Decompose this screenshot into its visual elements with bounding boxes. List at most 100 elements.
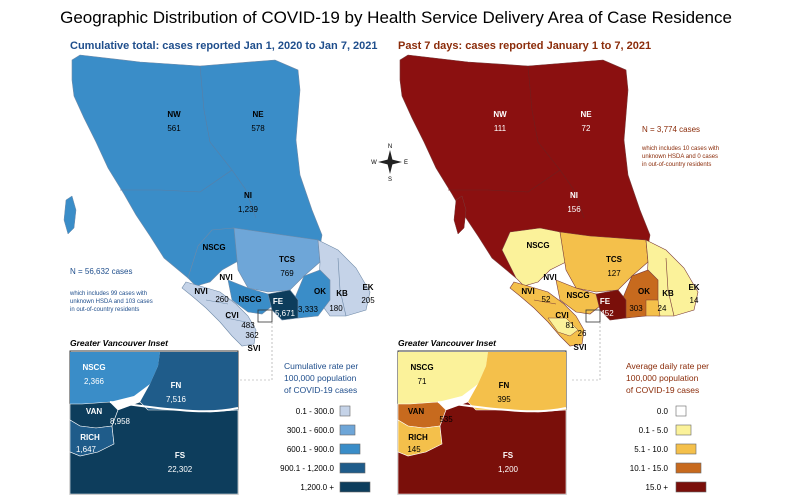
right-label-tcs: TCS: [606, 255, 623, 264]
right-inset-label-fn: FN: [499, 381, 510, 390]
left-legend-label-4: 1,200.0 +: [300, 483, 334, 492]
left-value-ok: 3,333: [298, 305, 319, 314]
left-inset-value-van: 8,958: [110, 417, 131, 426]
compass-s: S: [388, 177, 392, 183]
right-legend-title-1: Average daily rate per: [626, 361, 709, 371]
left-inset-title: Greater Vancouver Inset: [70, 338, 169, 348]
right-region-cvi: [547, 317, 579, 337]
left-label-kb: KB: [336, 289, 348, 298]
page-title: Geographic Distribution of COVID-19 by H…: [60, 8, 732, 27]
right-legend-title-3: of COVID-19 cases: [626, 385, 699, 395]
left-inset-value-rich: 1,647: [76, 445, 97, 454]
left-legend-label-3: 900.1 - 1,200.0: [280, 464, 334, 473]
right-value-cvi: 81: [566, 321, 575, 330]
left-legend-swatch-1: [339, 424, 356, 436]
right-value-svi: 26: [578, 329, 587, 338]
right-inset-label-nscg: NSCG: [410, 363, 433, 372]
right-inset-label-fs: FS: [503, 451, 514, 460]
left-label-nvi: NVI: [219, 273, 232, 282]
left-legend-swatch-3: [339, 462, 366, 474]
left-label-cvi: CVI: [225, 311, 238, 320]
compass-e: E: [404, 160, 408, 166]
right-value-fe: 452: [600, 309, 614, 318]
left-inset-label-rich: RICH: [80, 433, 100, 442]
right-label-kb: KB: [662, 289, 674, 298]
right-legend-label-3: 10.1 - 15.0: [630, 464, 669, 473]
left-legend-label-2: 600.1 - 900.0: [287, 445, 335, 454]
right-label-ok: OK: [638, 287, 650, 296]
left-inset: NSCG 2,366 FN 7,516 VAN 8,958 RICH 1,647…: [69, 350, 239, 495]
right-label-nscg: NSCG: [526, 241, 549, 250]
right-inset-value-fs: 1,200: [498, 465, 519, 474]
compass-w: W: [371, 160, 377, 166]
left-label-ek: EK: [362, 283, 373, 292]
right-value-ne: 72: [582, 124, 591, 133]
right-legend-swatch-3: [675, 462, 702, 474]
right-map-subtitle: Past 7 days: cases reported January 1 to…: [398, 40, 652, 52]
right-note-line-2: unknown HSDA and 0 cases: [642, 154, 718, 160]
right-label-nvi-2: NVI: [521, 287, 534, 296]
right-label-fe: FE: [600, 297, 611, 306]
left-region-vancouver-island: [181, 281, 257, 347]
right-inset-value-rich: 145: [407, 445, 421, 454]
right-inset-value-van: 535: [439, 415, 453, 424]
left-label-ni: NI: [244, 191, 252, 200]
left-note-line-3: in out-of-country residents: [70, 307, 139, 313]
left-inset-value-fs: 22,302: [168, 465, 193, 474]
left-value-ne: 578: [251, 124, 265, 133]
left-label-tcs: TCS: [279, 255, 296, 264]
left-inset-label-fs: FS: [175, 451, 186, 460]
left-legend-title-2: 100,000 population: [284, 373, 357, 383]
right-note-line-1: which includes 10 cases with: [641, 146, 719, 152]
left-map-subtitle: Cumulative total: cases reported Jan 1, …: [70, 40, 378, 52]
left-value-fe: 5,671: [275, 309, 296, 318]
right-inset-value-fn: 395: [497, 395, 511, 404]
left-label-ne: NE: [252, 110, 264, 119]
right-label-ek: EK: [688, 283, 699, 292]
left-label-nscg-south: NSCG: [238, 295, 261, 304]
left-value-cvi: 483: [241, 321, 255, 330]
left-inset-label-van: VAN: [86, 407, 103, 416]
left-note-line-1: which includes 99 cases with: [69, 291, 147, 297]
right-value-kb: 24: [658, 304, 667, 313]
left-label-fe: FE: [273, 297, 284, 306]
right-value-tcs: 127: [607, 269, 621, 278]
left-label-nvi-2: NVI: [194, 287, 207, 296]
right-island-haida-gwaii: [453, 195, 467, 235]
left-legend-title-3: of COVID-19 cases: [284, 385, 357, 395]
left-value-ek: 205: [361, 296, 375, 305]
left-note-line-2: unknown HSDA and 103 cases: [70, 299, 153, 305]
left-label-nscg: NSCG: [202, 243, 225, 252]
left-label-ok: OK: [314, 287, 326, 296]
left-legend-swatch-4: [339, 481, 371, 493]
compass-rose: N S E W: [371, 144, 408, 183]
right-label-nscg-south: NSCG: [566, 291, 589, 300]
right-inset-label-van: VAN: [408, 407, 425, 416]
right-inset: NSCG 71 FN 395 VAN 535 RICH 145 FS 1,200: [397, 350, 567, 495]
left-inset-label-fn: FN: [171, 381, 182, 390]
left-label-nw: NW: [167, 110, 181, 119]
left-value-ni: 1,239: [238, 205, 259, 214]
right-inset-label-rich: RICH: [408, 433, 428, 442]
right-label-ni: NI: [570, 191, 578, 200]
right-legend: Average daily rate per 100,000 populatio…: [626, 361, 709, 493]
left-island-haida-gwaii: [63, 195, 77, 235]
left-value-svi: 362: [245, 331, 259, 340]
right-label-nw: NW: [493, 110, 507, 119]
left-inset-label-nscg: NSCG: [82, 363, 105, 372]
right-legend-swatch-1: [675, 424, 692, 436]
right-value-ek: 14: [690, 296, 699, 305]
right-inset-title: Greater Vancouver Inset: [398, 338, 497, 348]
left-total: N = 56,632 cases: [70, 267, 132, 276]
right-legend-swatch-0: [675, 405, 687, 417]
left-legend-swatch-2: [339, 443, 361, 455]
left-value-nvi: 260: [215, 295, 229, 304]
left-value-nw: 561: [167, 124, 181, 133]
left-map: NW 561 NE 578 NI 1,239 NSCG TCS 769 NVI …: [63, 54, 375, 495]
right-label-nvi: NVI: [543, 273, 556, 282]
left-inset-value-fn: 7,516: [166, 395, 187, 404]
left-inset-value-nscg: 2,366: [84, 377, 105, 386]
right-legend-label-1: 0.1 - 5.0: [639, 426, 669, 435]
left-value-tcs: 769: [280, 269, 294, 278]
